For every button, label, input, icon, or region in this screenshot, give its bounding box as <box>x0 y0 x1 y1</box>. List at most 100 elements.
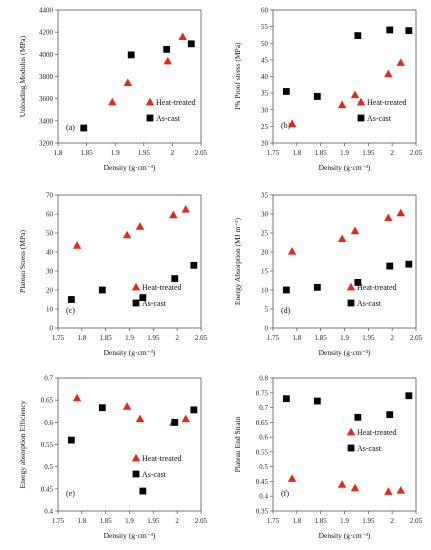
y-tick-label: 40 <box>46 249 54 257</box>
x-tick-label: 1.75 <box>52 334 65 342</box>
y-tick-label: 40 <box>261 73 269 81</box>
y-axis-label: Plateau Stress (MPa) <box>18 230 27 293</box>
data-point-as-cast <box>127 51 135 59</box>
chart-panel-1: 1.8 1.85 1.9 1.95 2 2.05 3200 3400 3600 3800 4000 4… <box>18 7 208 173</box>
y-tick-label: 30 <box>46 268 54 276</box>
y-tick-label: 10 <box>261 287 269 295</box>
x-tick-label: 1.9 <box>340 334 349 342</box>
legend-marker-heat-treated <box>131 282 141 291</box>
x-tick-label: 1.95 <box>362 334 375 342</box>
y-tick-label: 4400 <box>39 7 54 15</box>
y-tick-label: 0.55 <box>41 441 54 449</box>
y-tick-label: 50 <box>46 230 54 238</box>
y-tick-label: 5 <box>265 306 269 314</box>
y-axis-label: 1% Proof stress (MPa) <box>233 42 242 111</box>
x-axis-label: Density (g·cm⁻³) <box>319 531 371 540</box>
data-point-as-cast <box>139 294 147 301</box>
y-tick-label: 0.45 <box>256 478 269 486</box>
x-tick-label: 1.85 <box>80 149 93 157</box>
y-tick-label: 50 <box>261 40 269 48</box>
data-point-as-cast <box>282 88 290 95</box>
legend-marker-heat-treated <box>356 97 366 106</box>
legend-marker-as-cast <box>132 299 140 307</box>
y-tick-label: 0.7 <box>259 404 268 412</box>
data-point-heat-treated <box>337 480 347 488</box>
legend-label: Heat-treated <box>367 98 407 107</box>
x-tick-label: 1.75 <box>267 517 280 525</box>
y-tick-label: 60 <box>261 7 269 15</box>
data-point-as-cast <box>98 286 106 294</box>
data-point-heat-treated <box>350 90 360 99</box>
data-point-heat-treated <box>337 234 347 243</box>
data-point-as-cast <box>187 40 195 48</box>
legend-label: As-cast <box>357 299 382 308</box>
panel-label: (d) <box>281 306 291 315</box>
x-tick-label: 1.95 <box>362 517 375 525</box>
y-tick-label: 30 <box>261 106 269 114</box>
data-point-heat-treated <box>135 222 145 230</box>
data-point-as-cast <box>386 262 394 270</box>
legend-marker-heat-treated <box>346 427 356 436</box>
x-tick-label: 2 <box>390 334 394 342</box>
legend-marker-heat-treated <box>346 282 356 291</box>
x-tick-label: 2.05 <box>195 334 208 342</box>
data-point-as-cast <box>282 395 290 403</box>
data-point-as-cast <box>405 27 413 35</box>
x-tick-label: 1.85 <box>315 334 328 342</box>
x-tick-label: 2 <box>175 517 179 525</box>
chart-panel-6: 1.75 1.8 1.85 1.9 1.95 2 2.05 0.35 0.4 0.45 0.5 0.5… <box>233 375 423 541</box>
data-point-as-cast <box>139 487 147 495</box>
data-point-heat-treated <box>396 486 405 494</box>
data-point-heat-treated <box>287 247 297 255</box>
data-point-heat-treated <box>287 474 297 482</box>
x-tick-label: 1.9 <box>125 334 134 342</box>
chart-panel-3: 1.75 1.8 1.85 1.9 1.95 2 2.05 0 10 20 30 40 50 60 70 De… <box>18 192 208 358</box>
x-tick-label: 1.85 <box>100 517 113 525</box>
x-tick-label: 2.05 <box>195 149 208 157</box>
x-tick-label: 2 <box>390 149 394 157</box>
data-point-as-cast <box>67 436 75 444</box>
legend-marker-as-cast <box>347 444 355 452</box>
x-tick-label: 1.9 <box>125 517 134 525</box>
data-point-as-cast <box>67 296 75 303</box>
data-point-heat-treated <box>384 487 393 495</box>
x-tick-label: 1.75 <box>267 149 280 157</box>
y-tick-label: 10 <box>46 306 54 314</box>
data-point-as-cast <box>98 404 106 412</box>
y-tick-label: 0.55 <box>256 448 269 456</box>
data-point-heat-treated <box>163 56 173 65</box>
panel-label: (a) <box>66 123 75 132</box>
y-tick-label: 0.45 <box>41 485 54 493</box>
legend-marker-as-cast <box>347 299 355 307</box>
x-tick-label: 1.75 <box>52 517 65 525</box>
plot-frame <box>272 194 417 329</box>
data-point-as-cast <box>313 397 321 405</box>
legend-label: Heat-treated <box>357 428 397 437</box>
x-tick-label: 1.95 <box>147 517 160 525</box>
legend-label: Heat-treated <box>142 283 182 292</box>
y-tick-label: 0.5 <box>44 463 53 471</box>
y-tick-label: 35 <box>261 90 269 98</box>
data-point-heat-treated <box>135 414 145 423</box>
y-tick-label: 0.35 <box>256 508 269 516</box>
x-tick-label: 1.8 <box>77 517 86 525</box>
data-point-as-cast <box>171 275 179 282</box>
y-tick-label: 3800 <box>39 73 54 81</box>
x-tick-label: 2 <box>390 517 394 525</box>
x-axis-label: Density (g·cm⁻³) <box>319 348 371 357</box>
x-tick-label: 1.9 <box>111 149 120 157</box>
data-point-as-cast <box>282 286 290 294</box>
legend-label: As-cast <box>357 444 382 453</box>
data-point-heat-treated <box>396 58 405 66</box>
x-tick-label: 2 <box>171 149 175 157</box>
data-point-heat-treated <box>384 213 393 222</box>
legend-label: As-cast <box>142 299 167 308</box>
legend-label: As-cast <box>156 114 181 123</box>
data-point-heat-treated <box>169 210 178 219</box>
y-axis-label: Energy Absorption (MJ m⁻³) <box>233 217 242 305</box>
data-point-as-cast <box>313 93 321 100</box>
x-tick-label: 1.95 <box>147 334 160 342</box>
plot-frame <box>57 9 202 144</box>
y-axis-label: Unloading Modulus (MPa) <box>18 35 27 117</box>
x-tick-label: 1.8 <box>54 149 63 157</box>
